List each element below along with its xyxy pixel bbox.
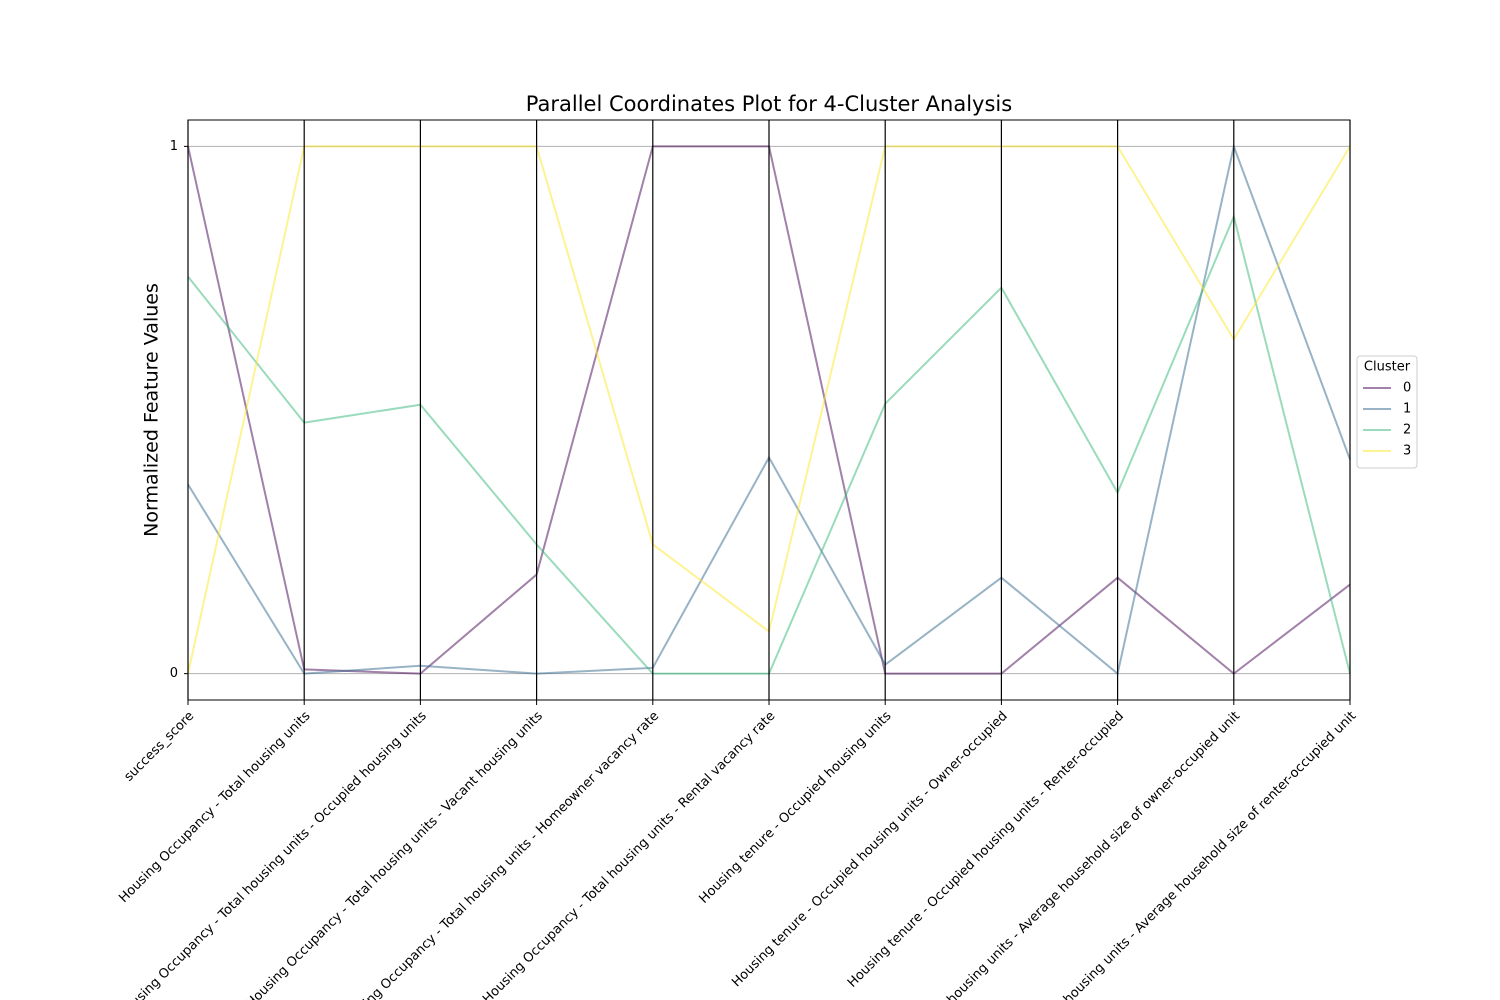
x-tick-label: Housing tenure - Occupied housing units [697, 709, 895, 907]
y-tick-label: 1 [170, 139, 178, 154]
plot-frame [187, 119, 1351, 701]
x-tick-label: Housing tenure - Occupied housing units … [845, 709, 1127, 991]
legend-label: 0 [1403, 381, 1411, 396]
legend-label: 1 [1403, 402, 1411, 417]
legend-label: 3 [1403, 444, 1411, 459]
x-tick-label: Housing Occupancy - Total housing units [116, 709, 313, 906]
legend-label: 2 [1403, 423, 1411, 438]
legend-frame [1356, 355, 1418, 469]
y-axis-label: Normalized Feature Values [141, 283, 163, 537]
legend: Cluster 0 1 2 3 [1356, 355, 1418, 469]
y-tick-label: 0 [170, 666, 178, 681]
legend-title: Cluster [1364, 360, 1411, 375]
chart-title: Parallel Coordinates Plot for 4-Cluster … [526, 92, 1012, 116]
x-tick-label: success_score [121, 709, 197, 785]
x-tick-label: Housing tenure - Occupied housing units … [729, 709, 1010, 990]
